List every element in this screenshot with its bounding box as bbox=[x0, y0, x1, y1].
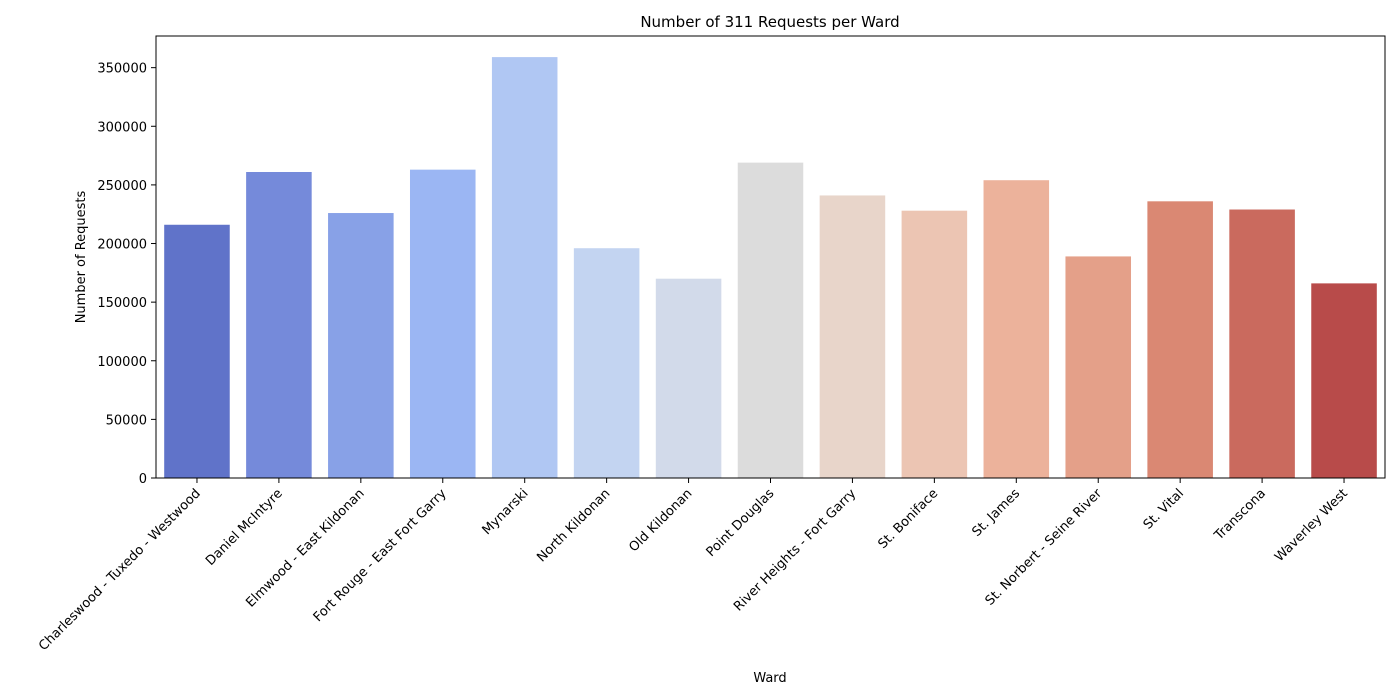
bar-8 bbox=[819, 195, 886, 478]
x-tick-label: St. Boniface bbox=[875, 486, 941, 552]
bars-group bbox=[164, 57, 1377, 479]
bar-1 bbox=[246, 172, 312, 478]
x-tick-label: St. James bbox=[969, 486, 1023, 540]
x-axis: Charleswood - Tuxedo - Westwood Daniel Mc… bbox=[36, 478, 1351, 654]
y-tick-label: 200000 bbox=[97, 238, 147, 253]
bar-0 bbox=[164, 224, 230, 478]
y-axis-label: Number of Requests bbox=[74, 190, 89, 323]
x-tick-label: Point Douglas bbox=[704, 486, 778, 560]
y-tick-label: 300000 bbox=[97, 120, 147, 135]
x-axis-label: Ward bbox=[753, 671, 786, 686]
bar-11 bbox=[1065, 256, 1132, 478]
y-tick-label: 350000 bbox=[97, 62, 147, 77]
x-tick-label: Fort Rouge - East Fort Garry bbox=[311, 486, 450, 625]
y-tick-label: 150000 bbox=[97, 296, 147, 311]
y-tick-label: 250000 bbox=[97, 179, 147, 194]
x-tick-label: Waverley West bbox=[1272, 486, 1351, 565]
bar-9 bbox=[901, 210, 968, 479]
bar-2 bbox=[328, 213, 394, 478]
plot-frame bbox=[155, 35, 1386, 479]
y-tick-label: 50000 bbox=[106, 413, 147, 428]
bar-4 bbox=[491, 57, 558, 478]
bar-13 bbox=[1229, 209, 1295, 478]
x-tick-label: North Kildonan bbox=[534, 486, 613, 565]
bar-7 bbox=[737, 162, 804, 478]
x-tick-label: Daniel McIntyre bbox=[203, 486, 286, 569]
x-tick-label: Charleswood - Tuxedo - Westwood bbox=[36, 486, 204, 654]
y-tick-label: 100000 bbox=[97, 355, 147, 370]
bar-3 bbox=[409, 169, 476, 479]
bar-12 bbox=[1147, 201, 1213, 478]
bar-10 bbox=[983, 180, 1050, 478]
chart-title: Number of 311 Requests per Ward bbox=[640, 13, 899, 31]
bar-5 bbox=[573, 248, 640, 478]
x-tick-label: St. Vital bbox=[1141, 486, 1187, 532]
x-tick-label: Transcona bbox=[1211, 486, 1269, 544]
x-tick-label: Old Kildonan bbox=[626, 486, 695, 555]
y-axis: 0 50000 100000 150000 200000 250000 300000 3500… bbox=[97, 62, 156, 487]
y-tick-label: 0 bbox=[139, 472, 147, 487]
x-tick-label: Mynarski bbox=[480, 486, 532, 538]
bar-6 bbox=[655, 278, 722, 478]
bar-14 bbox=[1311, 283, 1377, 478]
